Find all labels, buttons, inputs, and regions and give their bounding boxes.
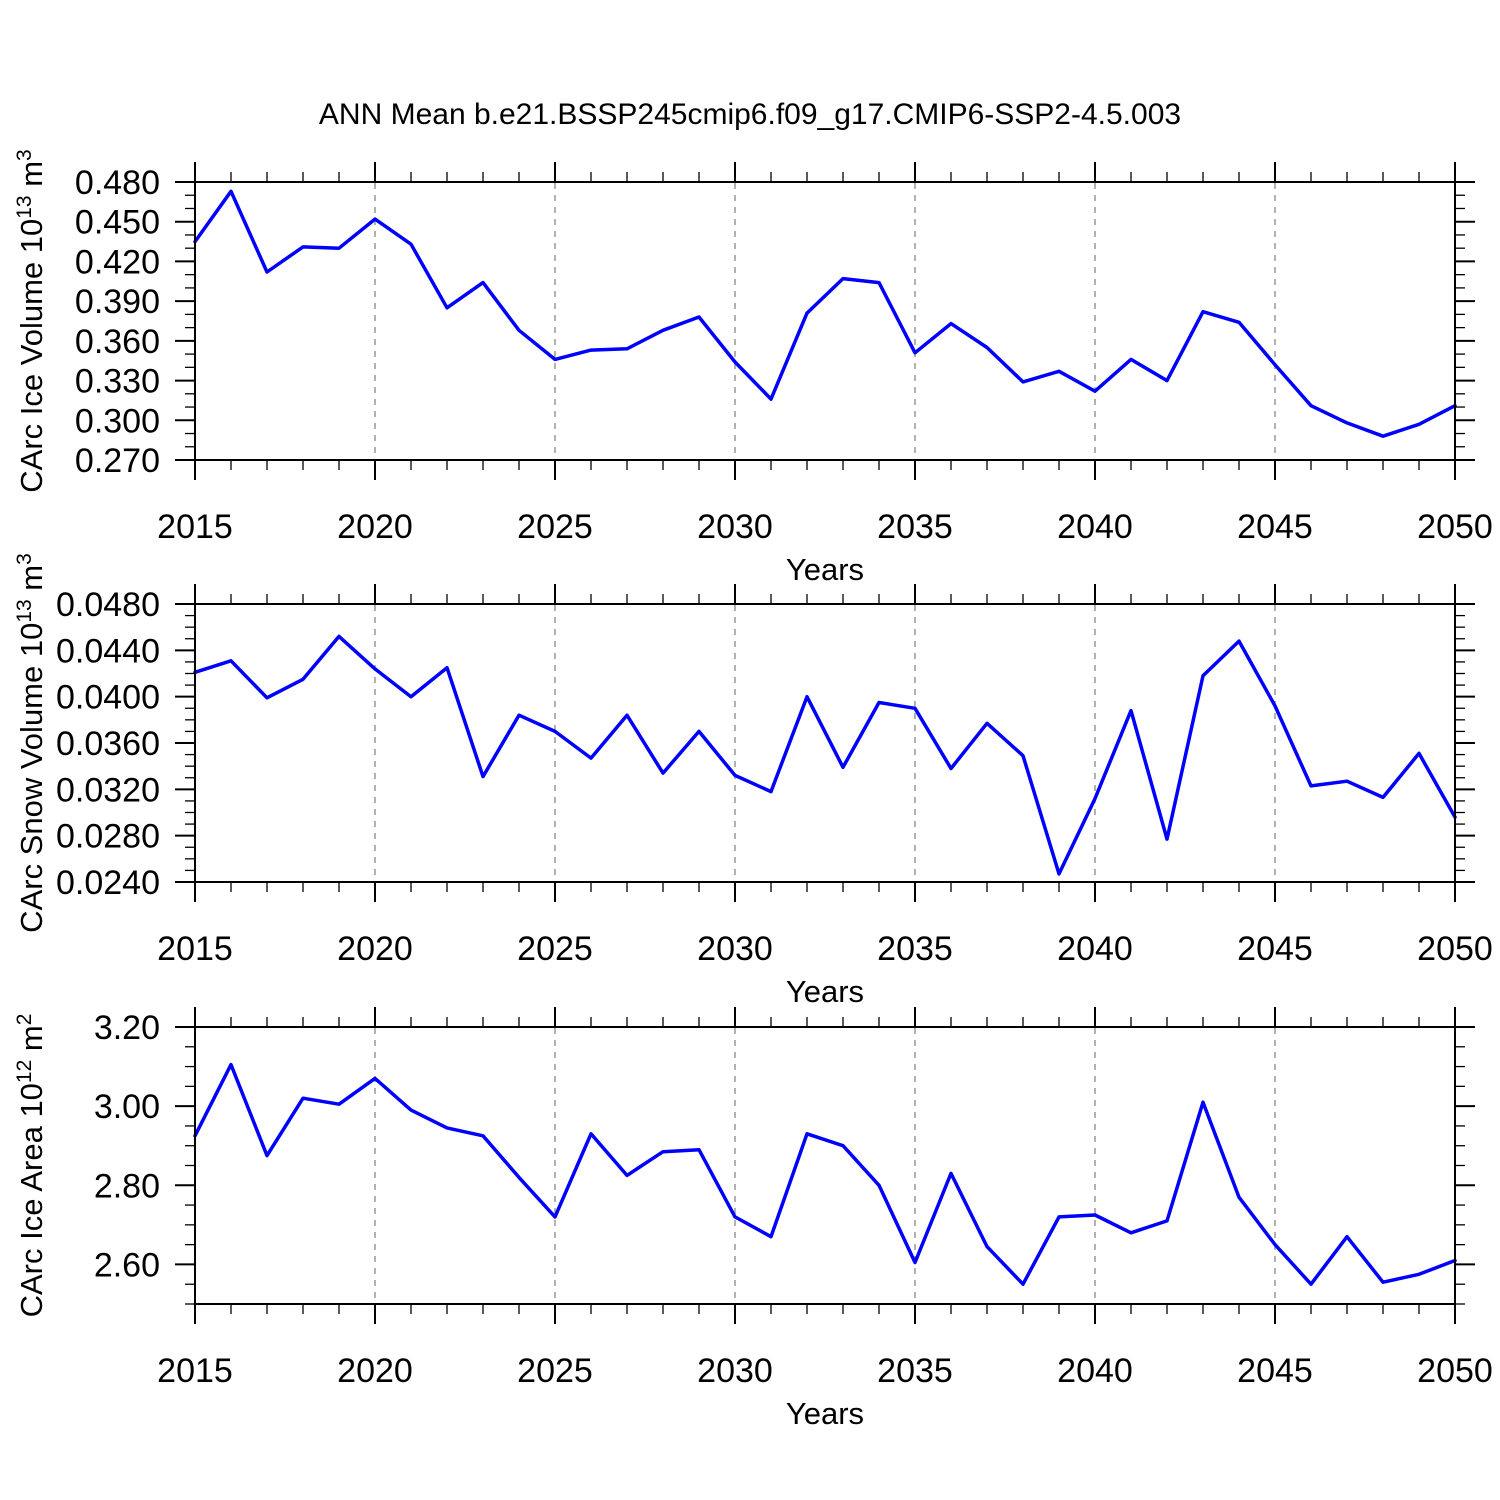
series-line xyxy=(193,1062,1457,1286)
y-tick-label: 0.420 xyxy=(75,243,160,281)
y-tick-label: 0.0280 xyxy=(56,818,160,856)
y-tick-label: 0.270 xyxy=(75,442,160,480)
y-tick-label: 0.0240 xyxy=(56,864,160,902)
y-tick-label: 2.60 xyxy=(94,1246,160,1284)
x-tick-label: 2035 xyxy=(877,508,953,546)
x-tick-label: 2035 xyxy=(877,1352,953,1390)
y-tick-label: 3.00 xyxy=(94,1088,160,1126)
series-line xyxy=(193,634,1457,876)
x-tick-label: 2015 xyxy=(157,508,233,546)
x-tick-label: 2050 xyxy=(1417,930,1493,968)
y-tick-label: 0.390 xyxy=(75,283,160,321)
x-tick-label: 2020 xyxy=(337,930,413,968)
y-tick-label: 0.0440 xyxy=(56,632,160,670)
series-line xyxy=(193,189,1457,438)
chart-title: ANN Mean b.e21.BSSP245cmip6.f09_g17.CMIP… xyxy=(318,98,1182,131)
x-tick-label: 2045 xyxy=(1237,1352,1313,1390)
plot-box xyxy=(194,181,1456,461)
panel-carc-ice-area: 2015 2020 2025 2030 2035 2040 2045 2050 3.20 3.00… xyxy=(13,1007,1493,1431)
x-axis-title: Years xyxy=(786,1396,864,1431)
panel-carc-snow-volume: 2015 2020 2025 2030 2035 2040 2045 2050 0.0480 0.… xyxy=(13,553,1493,1009)
y-axis-title: CArc Ice Volume 1013 m3 xyxy=(13,149,49,492)
x-tick-label: 2015 xyxy=(157,930,233,968)
x-tick-label: 2015 xyxy=(157,1352,233,1390)
y-tick-label: 0.450 xyxy=(75,204,160,242)
x-tick-label: 2020 xyxy=(337,508,413,546)
y-tick-label: 2.80 xyxy=(94,1167,160,1205)
y-tick-label: 0.480 xyxy=(75,164,160,202)
x-axis-title: Years xyxy=(786,552,864,587)
panel-carc-ice-volume: 2015 2020 2025 2030 2035 2040 2045 20500.4800.4… xyxy=(13,149,1493,587)
x-tick-label: 2040 xyxy=(1057,1352,1133,1390)
y-tick-label: 0.360 xyxy=(75,323,160,361)
y-tick-label: 0.0400 xyxy=(56,679,160,717)
y-tick-label: 0.300 xyxy=(75,402,160,440)
y-axis-title: CArc Snow Volume 1013 m3 xyxy=(13,553,49,933)
x-tick-label: 2040 xyxy=(1057,508,1133,546)
plot-box xyxy=(194,1026,1456,1305)
x-tick-label: 2030 xyxy=(697,508,773,546)
y-axis-title: CArc Ice Area 1012 m2 xyxy=(13,1014,49,1318)
x-axis-title: Years xyxy=(786,974,864,1009)
x-tick-label: 2030 xyxy=(697,1352,773,1390)
x-tick-label: 2050 xyxy=(1417,508,1493,546)
x-tick-label: 2050 xyxy=(1417,1352,1493,1390)
plot-box xyxy=(194,603,1456,883)
x-tick-label: 2045 xyxy=(1237,930,1313,968)
y-tick-label: 3.20 xyxy=(94,1009,160,1047)
x-tick-label: 2020 xyxy=(337,1352,413,1390)
x-tick-label: 2025 xyxy=(517,508,593,546)
y-tick-label: 0.0480 xyxy=(56,586,160,624)
x-tick-label: 2035 xyxy=(877,930,953,968)
y-tick-label: 0.0320 xyxy=(56,771,160,809)
x-tick-label: 2025 xyxy=(517,930,593,968)
y-tick-label: 0.0360 xyxy=(56,725,160,763)
x-tick-label: 2040 xyxy=(1057,930,1133,968)
x-tick-label: 2045 xyxy=(1237,508,1313,546)
x-tick-label: 2030 xyxy=(697,930,773,968)
y-tick-label: 0.330 xyxy=(75,363,160,401)
x-tick-label: 2025 xyxy=(517,1352,593,1390)
